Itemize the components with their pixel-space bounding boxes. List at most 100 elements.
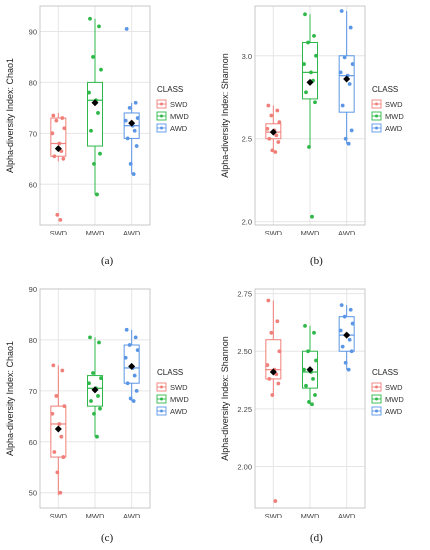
data-point (124, 327, 129, 332)
data-point (303, 323, 307, 328)
legend-key-dot (160, 114, 163, 118)
legend-label: MWD (385, 395, 404, 404)
data-point (304, 383, 308, 388)
data-point (313, 100, 317, 105)
x-tick-label: MWD (301, 229, 320, 235)
legend-item-swd: SWD (156, 99, 188, 109)
legend-title: CLASS (372, 368, 398, 377)
y-tick-label: 90 (29, 27, 37, 36)
data-point (343, 360, 348, 365)
y-tick-label: 70 (29, 129, 37, 138)
box-swd (50, 112, 67, 222)
chart-panel-b: 2.0 2.5 3.0 SWD MWD AWD Alpha-diversity Index:… (220, 5, 404, 235)
legend-key-dot (160, 102, 163, 106)
data-point (270, 148, 275, 153)
caption-a: (a) (101, 255, 114, 267)
data-point (309, 70, 313, 75)
mean-marker (269, 368, 277, 376)
plot-border (39, 5, 151, 226)
data-point (311, 377, 315, 381)
data-point (57, 141, 62, 146)
data-point (339, 9, 344, 13)
y-tick-label: 80 (29, 78, 37, 87)
data-point (98, 406, 102, 411)
y-tick-label: 3.0 (242, 52, 252, 61)
y-axis-label: Alpha-diversity Index: Shannon (220, 53, 230, 178)
legend-item-mwd: MWD (156, 394, 189, 404)
chart-panel-a: 60 70 80 90 SWD MWD AWD Alpha-diversity Index: … (5, 5, 189, 235)
caption-d: (d) (310, 532, 323, 544)
data-point (314, 53, 318, 58)
data-point (307, 400, 311, 404)
mean-marker (128, 119, 136, 127)
data-point (97, 340, 101, 345)
data-point (346, 367, 351, 372)
data-point (127, 105, 132, 110)
legend-key-dot (160, 126, 163, 130)
data-point (59, 149, 64, 154)
legend-key-dot (375, 397, 378, 401)
data-point (133, 335, 138, 340)
box-iqr (338, 55, 355, 113)
legend-key-dot (375, 385, 378, 389)
legend-item-mwd: MWD (371, 394, 404, 404)
data-point (266, 298, 271, 303)
data-point (313, 393, 317, 397)
data-point (99, 67, 103, 72)
data-point (89, 128, 93, 133)
data-point (348, 25, 353, 30)
legend-key-dot (375, 114, 378, 118)
data-point (128, 161, 133, 166)
legend-item-awd: AWD (371, 406, 403, 416)
legend-item-swd: SWD (156, 382, 188, 392)
data-point (277, 120, 282, 125)
box-mwd (87, 16, 103, 197)
data-point (302, 367, 306, 372)
x-tick-label: AWD (123, 512, 141, 518)
data-point (342, 314, 347, 319)
data-point (350, 321, 355, 326)
data-point (134, 388, 139, 393)
legend-label: SWD (170, 100, 188, 109)
data-point (88, 335, 92, 340)
x-tick-label: SWD (50, 229, 68, 235)
chart-panel-d: 2.00 2.25 2.50 2.75 SWD MWD AWD Alpha-diversity… (220, 288, 404, 518)
legend-key-dot (375, 126, 378, 130)
data-point (52, 154, 57, 159)
legend-item-mwd: MWD (371, 111, 404, 121)
data-point (347, 82, 352, 86)
data-point (96, 394, 100, 398)
data-point (340, 103, 345, 108)
data-point (306, 349, 310, 354)
legend-label: AWD (170, 124, 188, 133)
box-iqr (50, 117, 67, 157)
data-point (131, 399, 136, 403)
data-point (342, 55, 347, 60)
y-tick-label: 2.00 (237, 463, 252, 472)
data-point (123, 118, 128, 123)
x-tick-label: AWD (338, 229, 356, 235)
x-tick-label: MWD (86, 229, 105, 235)
data-point (307, 145, 311, 149)
data-point (339, 303, 344, 308)
data-point (54, 394, 59, 398)
data-point (267, 136, 272, 141)
data-point (273, 499, 278, 503)
data-point (89, 399, 93, 403)
legend-key-dot (160, 397, 163, 401)
legend-label: MWD (170, 112, 189, 121)
data-point (97, 24, 101, 29)
data-point (276, 140, 281, 144)
x-tick-label: SWD (265, 512, 283, 518)
data-point (50, 411, 55, 416)
legend-label: MWD (170, 395, 189, 404)
box-mwd (302, 12, 318, 219)
y-axis-label: Alpha-diversity Index: Chao1 (5, 341, 15, 456)
data-point (128, 396, 133, 401)
data-point (58, 218, 63, 222)
mean-marker (91, 386, 99, 394)
box-swd (265, 103, 282, 154)
legend-label: SWD (385, 383, 403, 392)
data-point (51, 113, 56, 118)
data-point (347, 337, 352, 342)
